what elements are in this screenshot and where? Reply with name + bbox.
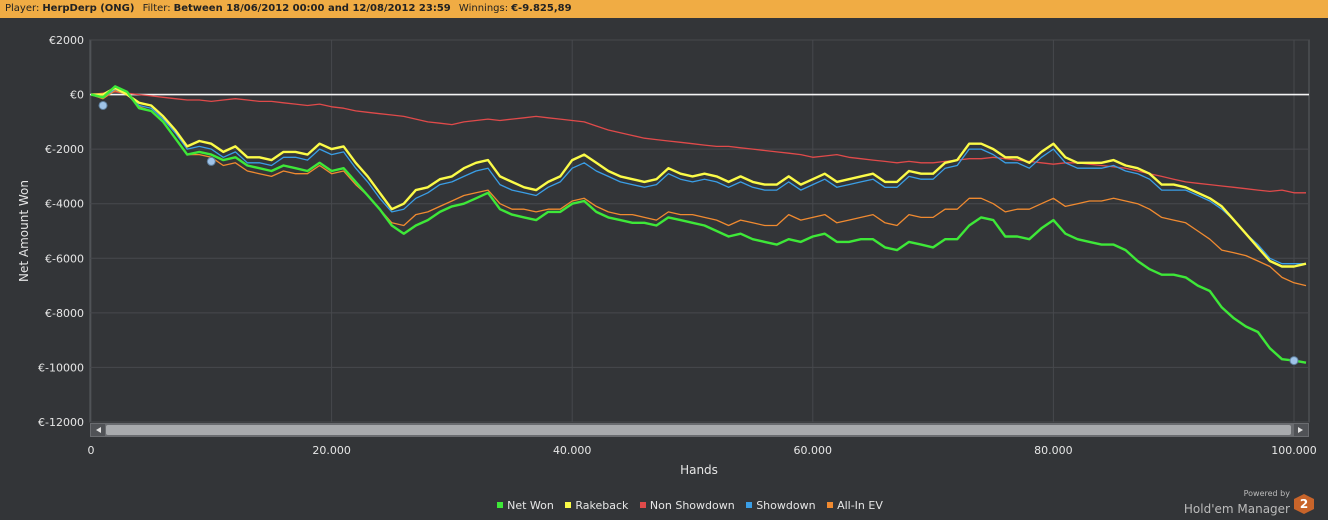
net-won-graph[interactable]: €2000 €0 €-2000 €-4000 €-6000 €-8000 €-10000 €-… [0,18,1328,478]
legend-label-non-showdown: Non Showdown [649,499,735,512]
y-axis-ticks: €2000 €0 €-2000 €-4000 €-6000 €-8000 €-10000 €-… [38,34,84,429]
series-line-rakeback [91,86,1307,268]
x-axis-title: Hands [680,463,718,477]
legend-label-net-won: Net Won [507,499,554,512]
legend-label-rakeback: Rakeback [575,499,629,512]
series-lines [90,85,1309,364]
x-tick-label: 100.000 [1271,444,1317,457]
data-markers [98,100,1299,366]
legend-item-non-showdown[interactable]: Non Showdown [639,499,735,512]
y-tick-label: €2000 [49,34,84,47]
chevron-left-icon[interactable] [96,427,101,433]
legend-swatch-non-showdown [639,502,646,508]
plot-frame [89,39,1310,423]
x-tick-label: 60.000 [794,444,833,457]
winnings-value: €-9.825,89 [511,3,572,14]
chevron-right-icon[interactable] [1298,427,1303,433]
powered-by-text: Powered by [1243,489,1290,498]
x-tick-label: 20.000 [312,444,351,457]
filter-label: Filter: [142,3,171,14]
report-header-bar: Player: HerpDerp (ONG) Filter: Between 18/… [0,0,1328,18]
y-tick-label: €-4000 [45,198,84,211]
x-tick-label: 80.000 [1034,444,1073,457]
y-tick-label: €-6000 [45,252,84,265]
y-tick-label: €-12000 [38,416,84,429]
legend-swatch-showdown [746,502,753,508]
x-tick-label: 40.000 [553,444,592,457]
hm2-logo-icon: 2 [1294,494,1314,514]
filter-value: Between 18/06/2012 00:00 and 12/08/2012 … [173,3,451,14]
series-line-showdown [90,88,1306,265]
legend-label-all-in-ev: All-In EV [837,499,883,512]
holdem-manager-branding: Powered by Hold'em Manager [1184,489,1290,517]
legend-item-net-won[interactable]: Net Won [497,499,554,512]
legend-item-showdown[interactable]: Showdown [746,499,816,512]
series-line-non-showdown [90,91,1306,194]
horizontal-scrollbar[interactable] [90,423,1309,437]
player-label: Player: [5,3,40,14]
legend-item-rakeback[interactable]: Rakeback [565,499,628,512]
x-axis-ticks: 0 20.000 40.000 60.000 80.000 100.000 [88,444,1317,457]
x-tick-label: 0 [88,444,95,457]
data-point-marker[interactable] [1289,356,1299,366]
y-tick-label: €-2000 [45,143,84,156]
winnings-label: Winnings: [458,3,509,14]
legend-swatch-net-won [497,502,504,508]
series-line-net-won [90,85,1307,364]
data-point-marker[interactable] [98,100,108,110]
scrollbar-thumb[interactable] [106,425,1291,435]
brand-name: Hold'em Manager [1183,502,1290,516]
legend-item-all-in-ev[interactable]: All-In EV [827,499,883,512]
legend-swatch-all-in-ev [827,502,834,508]
y-tick-label: €-10000 [38,361,84,374]
grid-lines [89,39,1310,423]
y-tick-label: €0 [70,89,84,102]
legend-label-showdown: Showdown [756,499,816,512]
player-value: HerpDerp (ONG) [42,3,135,14]
chart-legend: Net Won Rakeback Non Showdown Showdown A… [0,499,1328,512]
series-line-all-in-ev [90,89,1307,287]
legend-swatch-rakeback [565,502,572,508]
y-tick-label: €-8000 [45,307,84,320]
y-axis-title: Net Amount Won [17,180,31,282]
data-point-marker[interactable] [206,156,216,166]
